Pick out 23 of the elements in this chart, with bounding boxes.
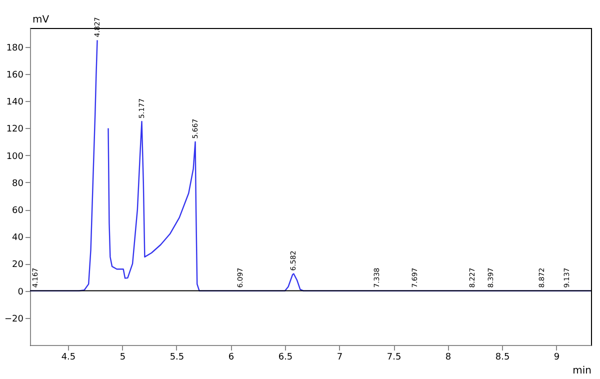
x-tick-label: 5 bbox=[120, 352, 126, 362]
x-tick-label: 8.5 bbox=[495, 352, 510, 362]
y-tick-label: 140 bbox=[6, 98, 24, 108]
y-tick-label: 120 bbox=[6, 124, 24, 135]
y-tick-label: −20 bbox=[4, 314, 24, 324]
y-tick-label: 40 bbox=[12, 233, 24, 244]
y-tick-label: 100 bbox=[6, 152, 24, 162]
y-tick-label: 20 bbox=[12, 260, 24, 270]
y-tick-label: 60 bbox=[12, 206, 24, 216]
y-tick-label: 0 bbox=[18, 287, 24, 298]
x-tick-label: 5.5 bbox=[170, 352, 184, 362]
y-tick-label: 180 bbox=[6, 43, 24, 54]
x-axis-title: min bbox=[572, 366, 592, 376]
y-axis-title: mV bbox=[32, 14, 50, 26]
x-tick-label: 8 bbox=[445, 352, 452, 362]
x-tick-label: 6.5 bbox=[278, 352, 293, 362]
x-tick-label: 7.5 bbox=[386, 352, 402, 362]
x-tick-label: 6 bbox=[228, 352, 234, 362]
x-tick-label: 4.5 bbox=[61, 352, 76, 362]
y-tick-label: 160 bbox=[6, 70, 24, 81]
x-tick-label: 7 bbox=[336, 352, 343, 362]
x-tick-label: 9 bbox=[554, 352, 560, 362]
y-tick-label: 80 bbox=[12, 178, 24, 189]
